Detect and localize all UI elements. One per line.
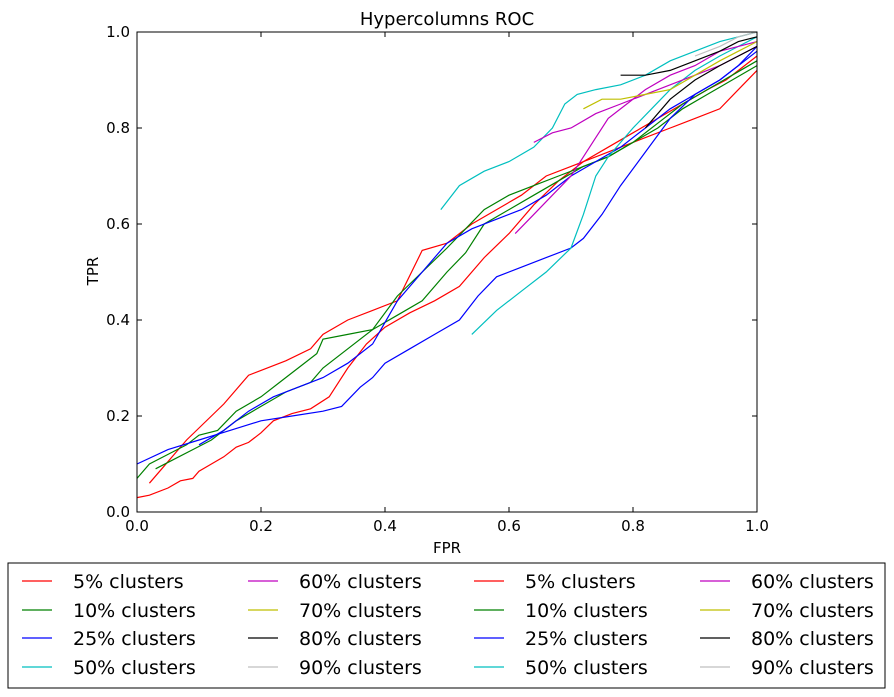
series-line-8 <box>514 41 758 235</box>
series-layer <box>136 31 758 499</box>
series-line-11 <box>620 36 758 76</box>
legend-label: 25% clusters <box>525 628 648 650</box>
x-tick-label: 0.8 <box>621 517 645 535</box>
legend-label: 5% clusters <box>73 571 184 593</box>
y-tick-label: 0.0 <box>106 503 130 521</box>
legend-label: 50% clusters <box>525 657 648 679</box>
series-line-6 <box>471 36 758 335</box>
legend-label: 60% clusters <box>751 571 874 593</box>
legend-label: 5% clusters <box>525 571 636 593</box>
plot-frame <box>136 31 758 513</box>
chart-title: Hypercolumns ROC <box>360 9 534 30</box>
y-tick-label: 0.2 <box>106 407 130 425</box>
y-tick-label: 0.8 <box>106 119 130 137</box>
legend-label: 25% clusters <box>73 628 196 650</box>
x-tick-label: 1.0 <box>745 517 769 535</box>
legend-label: 10% clusters <box>525 600 648 622</box>
y-tick-label: 0.4 <box>106 311 130 329</box>
legend-label: 70% clusters <box>751 600 874 622</box>
legend-frame <box>7 562 886 689</box>
y-tick-label: 0.6 <box>106 215 130 233</box>
series-line-7 <box>440 31 758 210</box>
legend-label: 90% clusters <box>751 657 874 679</box>
legend-label: 90% clusters <box>299 657 422 679</box>
series-line-1 <box>148 69 758 484</box>
legend-label: 80% clusters <box>299 628 422 650</box>
x-axis-label: FPR <box>433 539 461 557</box>
y-axis-label: TPR <box>84 257 102 287</box>
x-tick-label: 0.0 <box>125 517 149 535</box>
series-line-3 <box>155 65 758 470</box>
x-tick-label: 0.4 <box>373 517 397 535</box>
x-tick-label: 0.2 <box>249 517 273 535</box>
series-line-13 <box>694 31 758 57</box>
series-line-12 <box>644 45 758 129</box>
series-line-0 <box>136 55 758 499</box>
series-line-5 <box>198 45 758 446</box>
y-tick-label: 1.0 <box>106 23 130 41</box>
x-tick-label: 0.6 <box>497 517 521 535</box>
legend: 5% clusters 10% clusters 25% clusters 50% c… <box>7 562 886 689</box>
legend-label: 50% clusters <box>73 657 196 679</box>
legend-label: 70% clusters <box>299 600 422 622</box>
ticks-layer: 0.0 0.2 0.4 0.6 0.8 1.0 0.0 0.2 0.4 0.6 0.8 1.0 <box>106 23 769 535</box>
series-line-2 <box>136 60 758 479</box>
series-line-4 <box>136 50 758 465</box>
legend-label: 60% clusters <box>299 571 422 593</box>
legend-label: 10% clusters <box>73 600 196 622</box>
series-line-10 <box>583 41 758 110</box>
legend-label: 80% clusters <box>751 628 874 650</box>
